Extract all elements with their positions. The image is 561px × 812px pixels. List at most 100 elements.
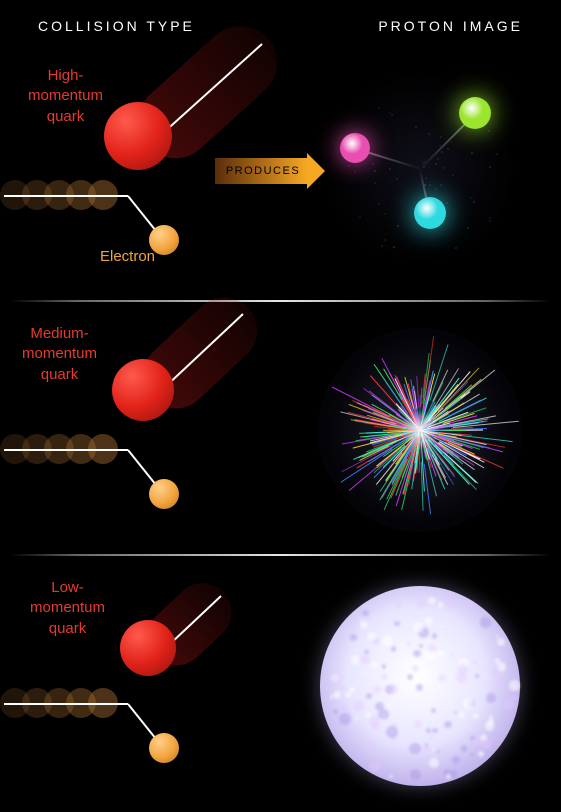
proton-cloud-mote	[431, 708, 436, 713]
proton-cloud-mote	[437, 750, 440, 753]
proton-cloud-mote	[330, 695, 333, 698]
proton-noise	[473, 201, 475, 203]
proton-noise	[374, 182, 376, 184]
proton-noise	[443, 167, 445, 169]
proton-cloud-mote	[333, 691, 341, 699]
proton-cloud-mote	[394, 621, 400, 627]
produces-arrow: PRODUCES	[215, 153, 325, 189]
proton-noise	[397, 225, 399, 227]
quark-label-line: quark	[22, 365, 97, 385]
proton-cloud-mote	[407, 674, 413, 680]
proton-noise	[393, 246, 395, 248]
quark-label-line: Low-	[30, 578, 105, 598]
proton-noise	[437, 158, 439, 160]
quark-label: Low-momentumquark	[30, 578, 105, 639]
proton-noise	[488, 130, 490, 132]
proton-cloud-mote	[428, 644, 436, 652]
panels-container: High-momentumquark Electron PRODUCES Mediu…	[0, 48, 561, 812]
proton-cloud-mote	[473, 660, 477, 664]
proton-noise	[489, 217, 491, 219]
proton-cloud-mote	[454, 711, 457, 714]
quark-label-line: quark	[30, 619, 105, 639]
proton-image	[320, 586, 520, 786]
panel-medium: Medium-momentumquark	[0, 302, 561, 554]
panel-high: High-momentumquark Electron PRODUCES	[0, 48, 561, 300]
proton-noise	[446, 202, 448, 204]
proton-blob	[340, 133, 370, 163]
proton-cloud-mote	[428, 597, 435, 604]
proton-noise	[384, 213, 386, 215]
proton-cloud-mote	[331, 673, 342, 684]
proton-cloud-mote	[485, 721, 495, 731]
proton-noise	[428, 133, 430, 135]
proton-cloud-mote	[473, 713, 479, 719]
proton-noise	[378, 107, 380, 109]
proton-noise	[496, 153, 498, 155]
proton-cloud-mote	[378, 709, 389, 720]
proton-noise	[470, 197, 472, 199]
proton-cloud-mote	[387, 703, 391, 707]
proton-cloud-mote	[497, 638, 505, 646]
proton-cloud-mote	[382, 664, 387, 669]
proton-cloud-mote	[446, 774, 450, 778]
proton-cloud-mote	[407, 642, 411, 646]
proton-cloud-mote	[412, 665, 419, 672]
proton-cloud-mote	[388, 684, 398, 694]
proton-cloud-mote	[470, 736, 474, 740]
proton-cloud-mote	[430, 736, 434, 740]
proton-cloud-mote	[496, 678, 504, 686]
proton-image	[318, 328, 522, 532]
proton-cloud-mote	[373, 686, 381, 694]
proton-cloud-mote	[492, 668, 500, 676]
proton-cloud-mote	[440, 625, 444, 629]
proton-cloud-mote	[366, 712, 371, 717]
proton-cloud-mote	[426, 728, 431, 733]
proton-cloud-mote	[409, 743, 421, 755]
header-right: PROTON IMAGE	[378, 18, 523, 34]
proton-cloud-mote	[475, 674, 479, 678]
proton-cloud-mote	[429, 758, 439, 768]
proton-cloud-mote	[416, 684, 422, 690]
electron-path-h	[4, 449, 128, 451]
proton-cloud-mote	[353, 700, 364, 711]
proton-cloud-mote	[341, 685, 344, 688]
proton-cloud-mote	[432, 633, 438, 639]
proton-cloud-mote	[451, 653, 454, 656]
proton-cloud-mote	[466, 601, 474, 609]
proton-cloud-mote	[438, 674, 446, 682]
proton-cloud-mote	[413, 622, 424, 633]
proton-cloud-mote	[360, 621, 368, 629]
proton-blob	[414, 197, 446, 229]
proton-cloud-mote	[339, 713, 351, 725]
proton-cloud-mote	[366, 693, 372, 699]
proton-cloud-mote	[381, 674, 387, 680]
proton-cloud-mote	[371, 661, 378, 668]
proton-noise	[396, 178, 398, 180]
proton-noise	[415, 126, 417, 128]
proton-noise	[348, 165, 350, 167]
proton-cloud-mote	[369, 761, 380, 772]
proton-cloud-mote	[413, 650, 421, 658]
proton-noise	[359, 216, 361, 218]
proton-noise	[354, 171, 356, 173]
proton-noise	[384, 239, 386, 241]
proton-cloud-mote	[463, 698, 474, 709]
proton-cloud-mote	[438, 602, 444, 608]
proton-cloud-mote	[386, 726, 398, 738]
proton-cloud-mote	[350, 634, 357, 641]
proton-cloud-mote	[459, 712, 465, 718]
proton-noise	[455, 247, 457, 249]
quark-label: Medium-momentumquark	[22, 324, 97, 385]
quark-label: High-momentumquark	[28, 66, 103, 127]
proton-cloud-mote	[480, 617, 491, 628]
proton-cloud-mote	[444, 721, 452, 729]
proton-cloud-mote	[362, 610, 369, 617]
panel-low: Low-momentumquark	[0, 556, 561, 808]
proton-cloud-mote	[486, 693, 496, 703]
proton-cloud-mote	[410, 769, 421, 780]
electron-label: Electron	[100, 248, 155, 265]
proton-noise	[452, 174, 454, 176]
produces-arrowhead	[307, 153, 325, 189]
quark-label-line: momentum	[22, 344, 97, 364]
proton-cloud-mote	[419, 644, 423, 648]
